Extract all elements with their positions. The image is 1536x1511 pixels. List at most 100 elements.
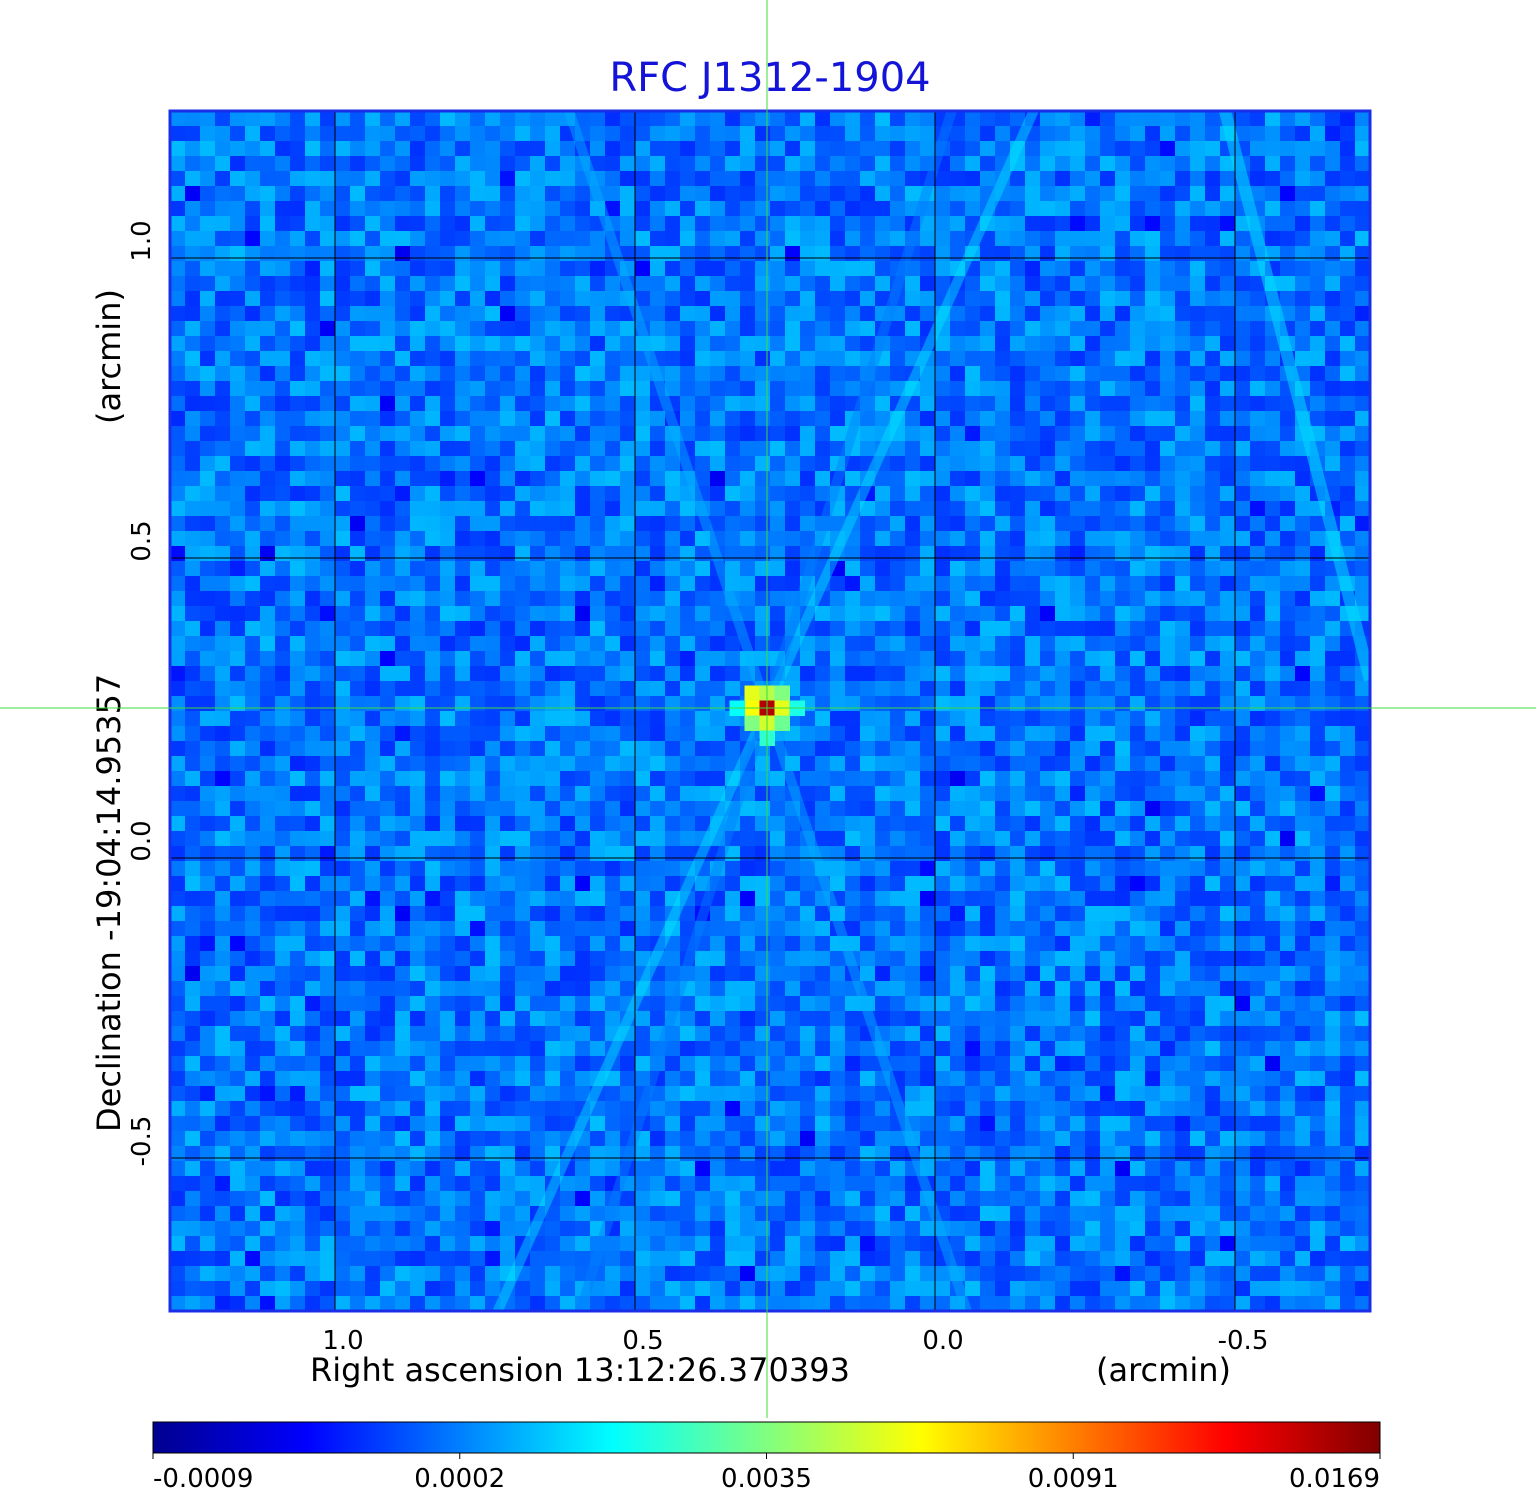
- heatmap-pixel: [290, 606, 306, 622]
- heatmap-pixel: [770, 756, 786, 772]
- heatmap-pixel: [1115, 306, 1131, 322]
- heatmap-pixel: [290, 456, 306, 472]
- heatmap-pixel: [185, 531, 201, 547]
- heatmap-pixel: [710, 321, 726, 337]
- heatmap-pixel: [1085, 531, 1101, 547]
- heatmap-pixel: [425, 771, 441, 787]
- heatmap-pixel: [1175, 1011, 1191, 1027]
- heatmap-pixel: [455, 426, 471, 442]
- heatmap-pixel: [485, 336, 501, 352]
- heatmap-pixel: [380, 411, 396, 427]
- heatmap-pixel: [560, 261, 576, 277]
- heatmap-pixel: [200, 486, 216, 502]
- heatmap-pixel: [725, 801, 741, 817]
- heatmap-pixel: [575, 306, 591, 322]
- heatmap-pixel: [425, 276, 441, 292]
- heatmap-pixel: [410, 366, 426, 382]
- heatmap-pixel: [410, 606, 426, 622]
- heatmap-pixel: [1265, 726, 1281, 742]
- heatmap-pixel: [1265, 156, 1281, 172]
- heatmap-pixel: [980, 966, 996, 982]
- heatmap-pixel: [410, 501, 426, 517]
- heatmap-pixel: [485, 216, 501, 232]
- heatmap-pixel: [695, 321, 711, 337]
- heatmap-pixel: [260, 741, 276, 757]
- heatmap-pixel: [440, 816, 456, 832]
- heatmap-pixel: [365, 366, 381, 382]
- heatmap-pixel: [710, 276, 726, 292]
- heatmap-pixel: [1130, 426, 1146, 442]
- heatmap-pixel: [995, 1011, 1011, 1027]
- heatmap-pixel: [395, 741, 411, 757]
- heatmap-pixel: [1250, 111, 1266, 127]
- heatmap-pixel: [785, 891, 801, 907]
- heatmap-pixel: [755, 171, 771, 187]
- heatmap-pixel: [725, 351, 741, 367]
- heatmap-pixel: [560, 876, 576, 892]
- heatmap-pixel: [500, 741, 516, 757]
- heatmap-pixel: [245, 921, 261, 937]
- heatmap-pixel: [1160, 966, 1176, 982]
- heatmap-pixel: [890, 516, 906, 532]
- heatmap-pixel: [890, 936, 906, 952]
- heatmap-pixel: [440, 291, 456, 307]
- heatmap-pixel: [785, 921, 801, 937]
- heatmap-pixel: [665, 486, 681, 502]
- heatmap-pixel: [575, 561, 591, 577]
- heatmap-pixel: [1100, 321, 1116, 337]
- heatmap-pixel: [650, 426, 666, 442]
- heatmap-pixel: [200, 126, 216, 142]
- heatmap-pixel: [350, 906, 366, 922]
- heatmap-pixel: [800, 996, 816, 1012]
- heatmap-pixel: [410, 756, 426, 772]
- heatmap-pixel: [170, 846, 186, 862]
- heatmap-pixel: [635, 861, 651, 877]
- heatmap-pixel: [1340, 261, 1356, 277]
- heatmap-pixel: [1010, 636, 1026, 652]
- heatmap-pixel: [1340, 966, 1356, 982]
- heatmap-pixel: [470, 546, 486, 562]
- heatmap-pixel: [800, 1011, 816, 1027]
- heatmap-pixel: [950, 456, 966, 472]
- heatmap-pixel: [815, 306, 831, 322]
- heatmap-pixel: [365, 936, 381, 952]
- heatmap-pixel: [1205, 666, 1221, 682]
- heatmap-pixel: [830, 366, 846, 382]
- heatmap-pixel: [275, 891, 291, 907]
- heatmap-pixel: [1295, 276, 1311, 292]
- heatmap-pixel: [380, 561, 396, 577]
- heatmap-pixel: [1190, 381, 1206, 397]
- heatmap-pixel: [425, 696, 441, 712]
- heatmap-pixel: [170, 726, 186, 742]
- heatmap-pixel: [965, 711, 981, 727]
- heatmap-pixel: [710, 441, 726, 457]
- heatmap-pixel: [620, 411, 636, 427]
- heatmap-pixel: [305, 921, 321, 937]
- heatmap-pixel: [1325, 276, 1341, 292]
- heatmap-pixel: [935, 276, 951, 292]
- heatmap-pixel: [455, 321, 471, 337]
- heatmap-pixel: [320, 996, 336, 1012]
- heatmap-pixel: [755, 426, 771, 442]
- heatmap-pixel: [485, 651, 501, 667]
- heatmap-pixel: [1010, 831, 1026, 847]
- heatmap-pixel: [680, 516, 696, 532]
- heatmap-pixel: [170, 816, 186, 832]
- heatmap-pixel: [260, 666, 276, 682]
- heatmap-pixel: [995, 846, 1011, 862]
- heatmap-pixel: [1355, 996, 1370, 1012]
- heatmap-pixel: [305, 951, 321, 967]
- heatmap-pixel: [950, 141, 966, 157]
- heatmap-pixel: [1340, 501, 1356, 517]
- heatmap-pixel: [1280, 606, 1296, 622]
- heatmap-pixel: [980, 636, 996, 652]
- heatmap-pixel: [980, 861, 996, 877]
- heatmap-pixel: [635, 906, 651, 922]
- heatmap-pixel: [650, 351, 666, 367]
- heatmap-pixel: [1010, 696, 1026, 712]
- heatmap-pixel: [230, 156, 246, 172]
- heatmap-pixel: [320, 966, 336, 982]
- heatmap-pixel: [590, 636, 606, 652]
- heatmap-pixel: [695, 726, 711, 742]
- heatmap-pixel: [1190, 696, 1206, 712]
